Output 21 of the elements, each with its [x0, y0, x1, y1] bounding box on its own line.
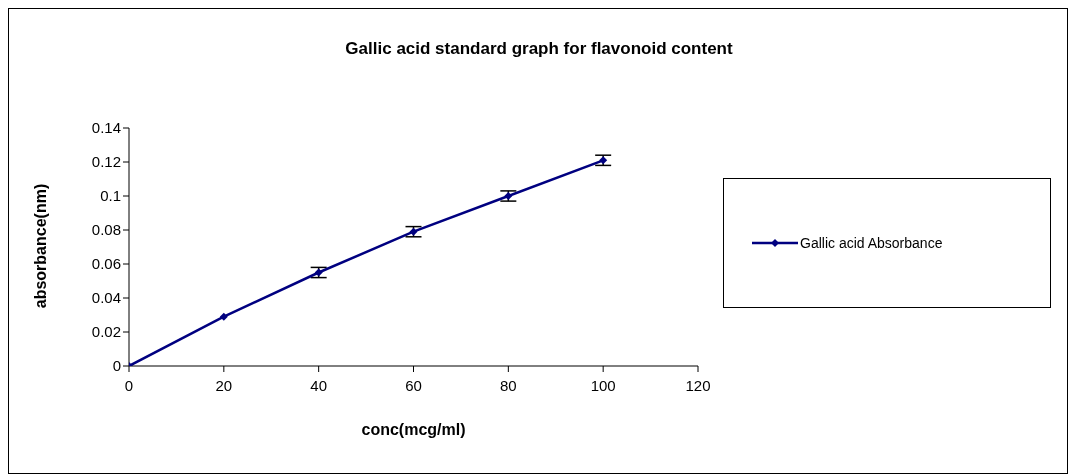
point — [599, 156, 608, 165]
y-tick-label: 0.04 — [91, 289, 121, 307]
y-tick-label: 0.1 — [100, 187, 121, 205]
x-tick-label: 40 — [310, 376, 328, 394]
y-tick-label: 0.08 — [91, 221, 121, 239]
legend-label: Gallic acid Absorbance — [800, 235, 943, 251]
x-axis-title: conc(mcg/ml) — [360, 421, 467, 439]
x-tick-label: 80 — [499, 376, 517, 394]
x-tick-label: 20 — [215, 376, 233, 394]
y-tick-label: 0 — [112, 357, 121, 375]
x-tick-label: 120 — [685, 376, 711, 394]
y-tick-label: 0.12 — [91, 153, 121, 171]
x-tick-label: 100 — [590, 376, 616, 394]
chart-title: Gallic acid standard graph for flavonoid content — [344, 39, 734, 59]
x-tick-label: 0 — [124, 376, 134, 394]
y-axis-title: absorbance(nm) — [32, 182, 50, 311]
y-tick-label: 0.14 — [91, 119, 121, 137]
x-tick-label: 60 — [405, 376, 422, 394]
point — [219, 312, 228, 321]
y-tick-label: 0.06 — [91, 255, 121, 273]
y-tick-label: 0.02 — [91, 323, 121, 341]
